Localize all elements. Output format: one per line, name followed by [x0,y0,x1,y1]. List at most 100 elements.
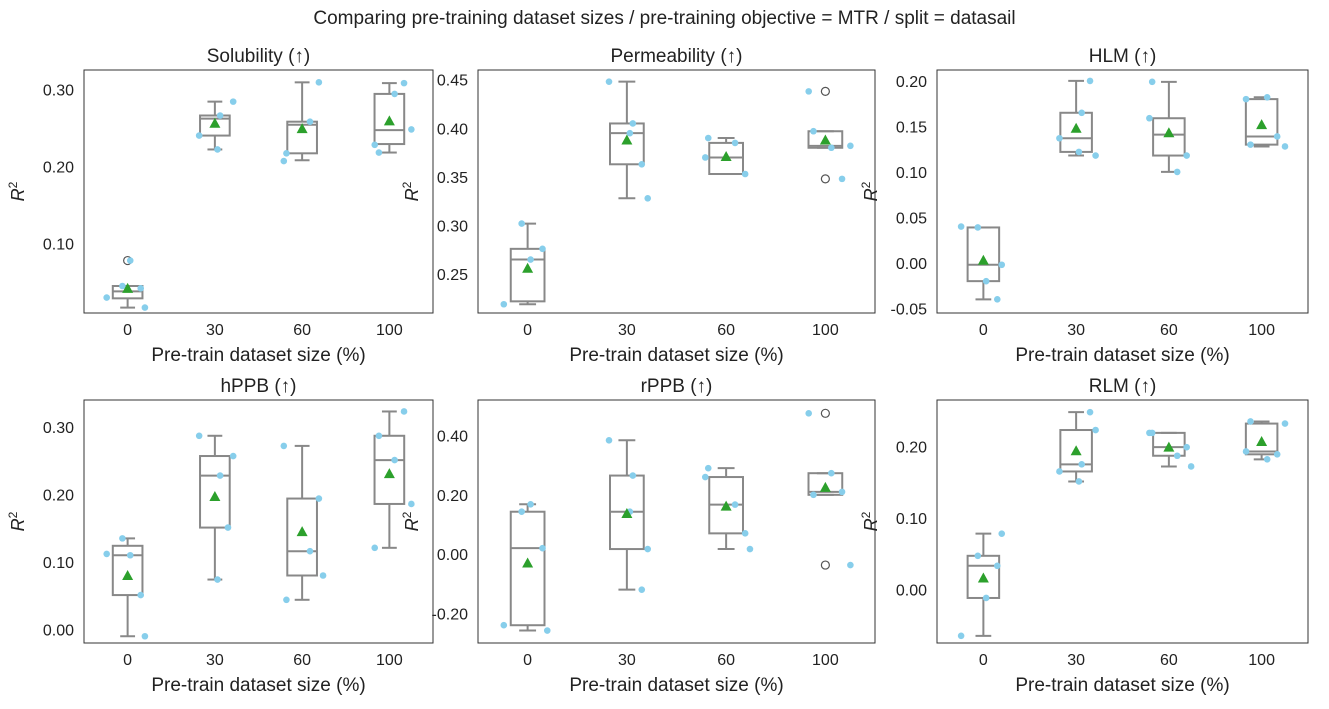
panel-4-data-point [319,572,327,579]
panel-2-data-point [838,175,846,183]
panel-3-xtick-label: 30 [1067,322,1085,339]
panel-4-data-point [375,432,383,440]
panel-3-data-point [957,223,965,230]
panel-4-data-point [137,591,145,599]
panel-6-ytick-label: 0.20 [896,439,927,456]
panel-3-ytick-label: 0.00 [896,256,927,273]
panel-3-box [1152,117,1186,157]
panel-4-ytick-label: 0.30 [43,420,74,437]
panel-3-data-point [982,277,990,285]
panel-5-data-point [805,410,813,417]
panel-1-data-point [400,79,408,87]
panel-2-ytick-label: 0.35 [437,170,468,187]
panel-6-data-point [1056,468,1063,475]
panel-2-data-point [539,245,546,253]
panel-4-data-point [280,442,288,450]
panel-3-mean-marker [1256,119,1268,130]
panel-1-data-point [408,126,415,133]
panel-6-data-point [1273,451,1281,458]
panel-6-xtick-label: 0 [979,652,988,669]
panel-1-ytick-label: 0.10 [43,237,74,254]
panel-1-data-point [214,146,221,153]
panel-5-xtick-label: 100 [812,652,839,669]
panel-3-box [966,226,1001,283]
panel-2-data-point [500,300,508,308]
panel-3-xtick-label: 100 [1248,322,1275,339]
panel-5-data-point [746,545,754,553]
panel-4-ylabel: R2 [6,511,28,531]
panel-2-box [609,122,645,166]
panel-4-data-point [214,576,221,583]
panel-5-ytick-label: 0.40 [437,429,468,446]
panel-6-mean-marker [977,572,989,583]
panel-1-axes-frame [83,69,434,314]
panel-5-ytick-label: -0.20 [432,606,469,623]
panel-2-data-point [518,220,525,227]
panel-2-data-point [638,160,646,168]
panel-6-data-point [1075,478,1083,485]
panel-4-data-point [391,456,398,464]
panel-2-mean-marker [621,134,633,145]
panel-4-box [373,434,406,505]
panel-4-box [286,497,318,577]
panel-2-flier [820,86,830,96]
panel-5-data-point [838,488,846,496]
panel-4-xtick-label: 0 [123,652,132,669]
panel-5-data-point [701,473,709,481]
panel-5-ytick-label: 0.20 [437,488,468,505]
panel-2-ytick-label: 0.25 [437,267,468,284]
panel-5-title: rPPB (↑) [641,376,713,397]
panel-1-xtick-label: 100 [376,322,403,339]
panel-5-data-point [741,530,749,537]
panel-6-data-point [1092,426,1099,434]
panel-2-xtick-label: 0 [523,322,532,339]
panel-4-data-point [283,596,290,604]
panel-2-data-point [810,127,817,135]
panel-1-data-point [119,282,126,290]
panel-3-data-point [1146,114,1153,122]
panel-3-data-point [1173,168,1181,176]
panel-1-xtick-label: 60 [293,322,311,339]
panel-3-data-point [1092,152,1099,159]
panel-2-xtick-label: 60 [717,322,735,339]
panel-6-xtick-label: 60 [1160,652,1178,669]
panel-1-mean-marker [122,282,134,293]
panel-5-data-point [527,501,534,508]
panel-1-mean-marker [383,115,395,126]
panel-6-box [1059,429,1093,473]
panel-2-data-point [527,256,534,263]
panel-5-flier [820,408,830,418]
panel-4-data-point [224,524,232,531]
panel-1-data-point [280,157,288,165]
panel-6-data-point [1187,463,1195,470]
panel-4-xlabel: Pre-train dataset size (%) [151,675,365,696]
panel-6-data-point [957,632,965,640]
panel-5-data-point [518,508,525,516]
panel-4-data-point [216,472,224,479]
panel-1-box [199,114,231,137]
panel-1-ylabel: R2 [6,181,28,201]
panel-3-data-point [1242,95,1250,103]
panel-2-axes-frame [477,69,876,314]
panel-4-xtick-label: 30 [206,652,224,669]
panel-2-ytick-label: 0.30 [437,219,468,236]
panel-6-xtick-label: 30 [1067,652,1085,669]
panel-3-box [1244,98,1279,146]
panel-2-data-point [626,129,634,137]
panel-3-data-point [1075,148,1083,156]
panel-6-data-point [1086,408,1094,416]
panel-5-data-point [605,437,613,444]
panel-1-data-point [103,294,110,301]
panel-1-data-point [371,141,379,149]
panel-2-xtick-label: 30 [618,322,636,339]
panel-1-mean-marker [296,123,308,134]
panel-3-data-point [1247,141,1254,148]
panel-3-ytick-label: 0.20 [896,74,927,91]
panel-1-xlabel: Pre-train dataset size (%) [151,345,365,366]
panel-5-data-point [500,621,508,629]
panel-3-ylabel: R2 [859,181,881,201]
panel-3-title: HLM (↑) [1089,46,1157,67]
panel-6-data-point [998,530,1006,537]
panel-3-ytick-label: -0.05 [891,301,928,318]
